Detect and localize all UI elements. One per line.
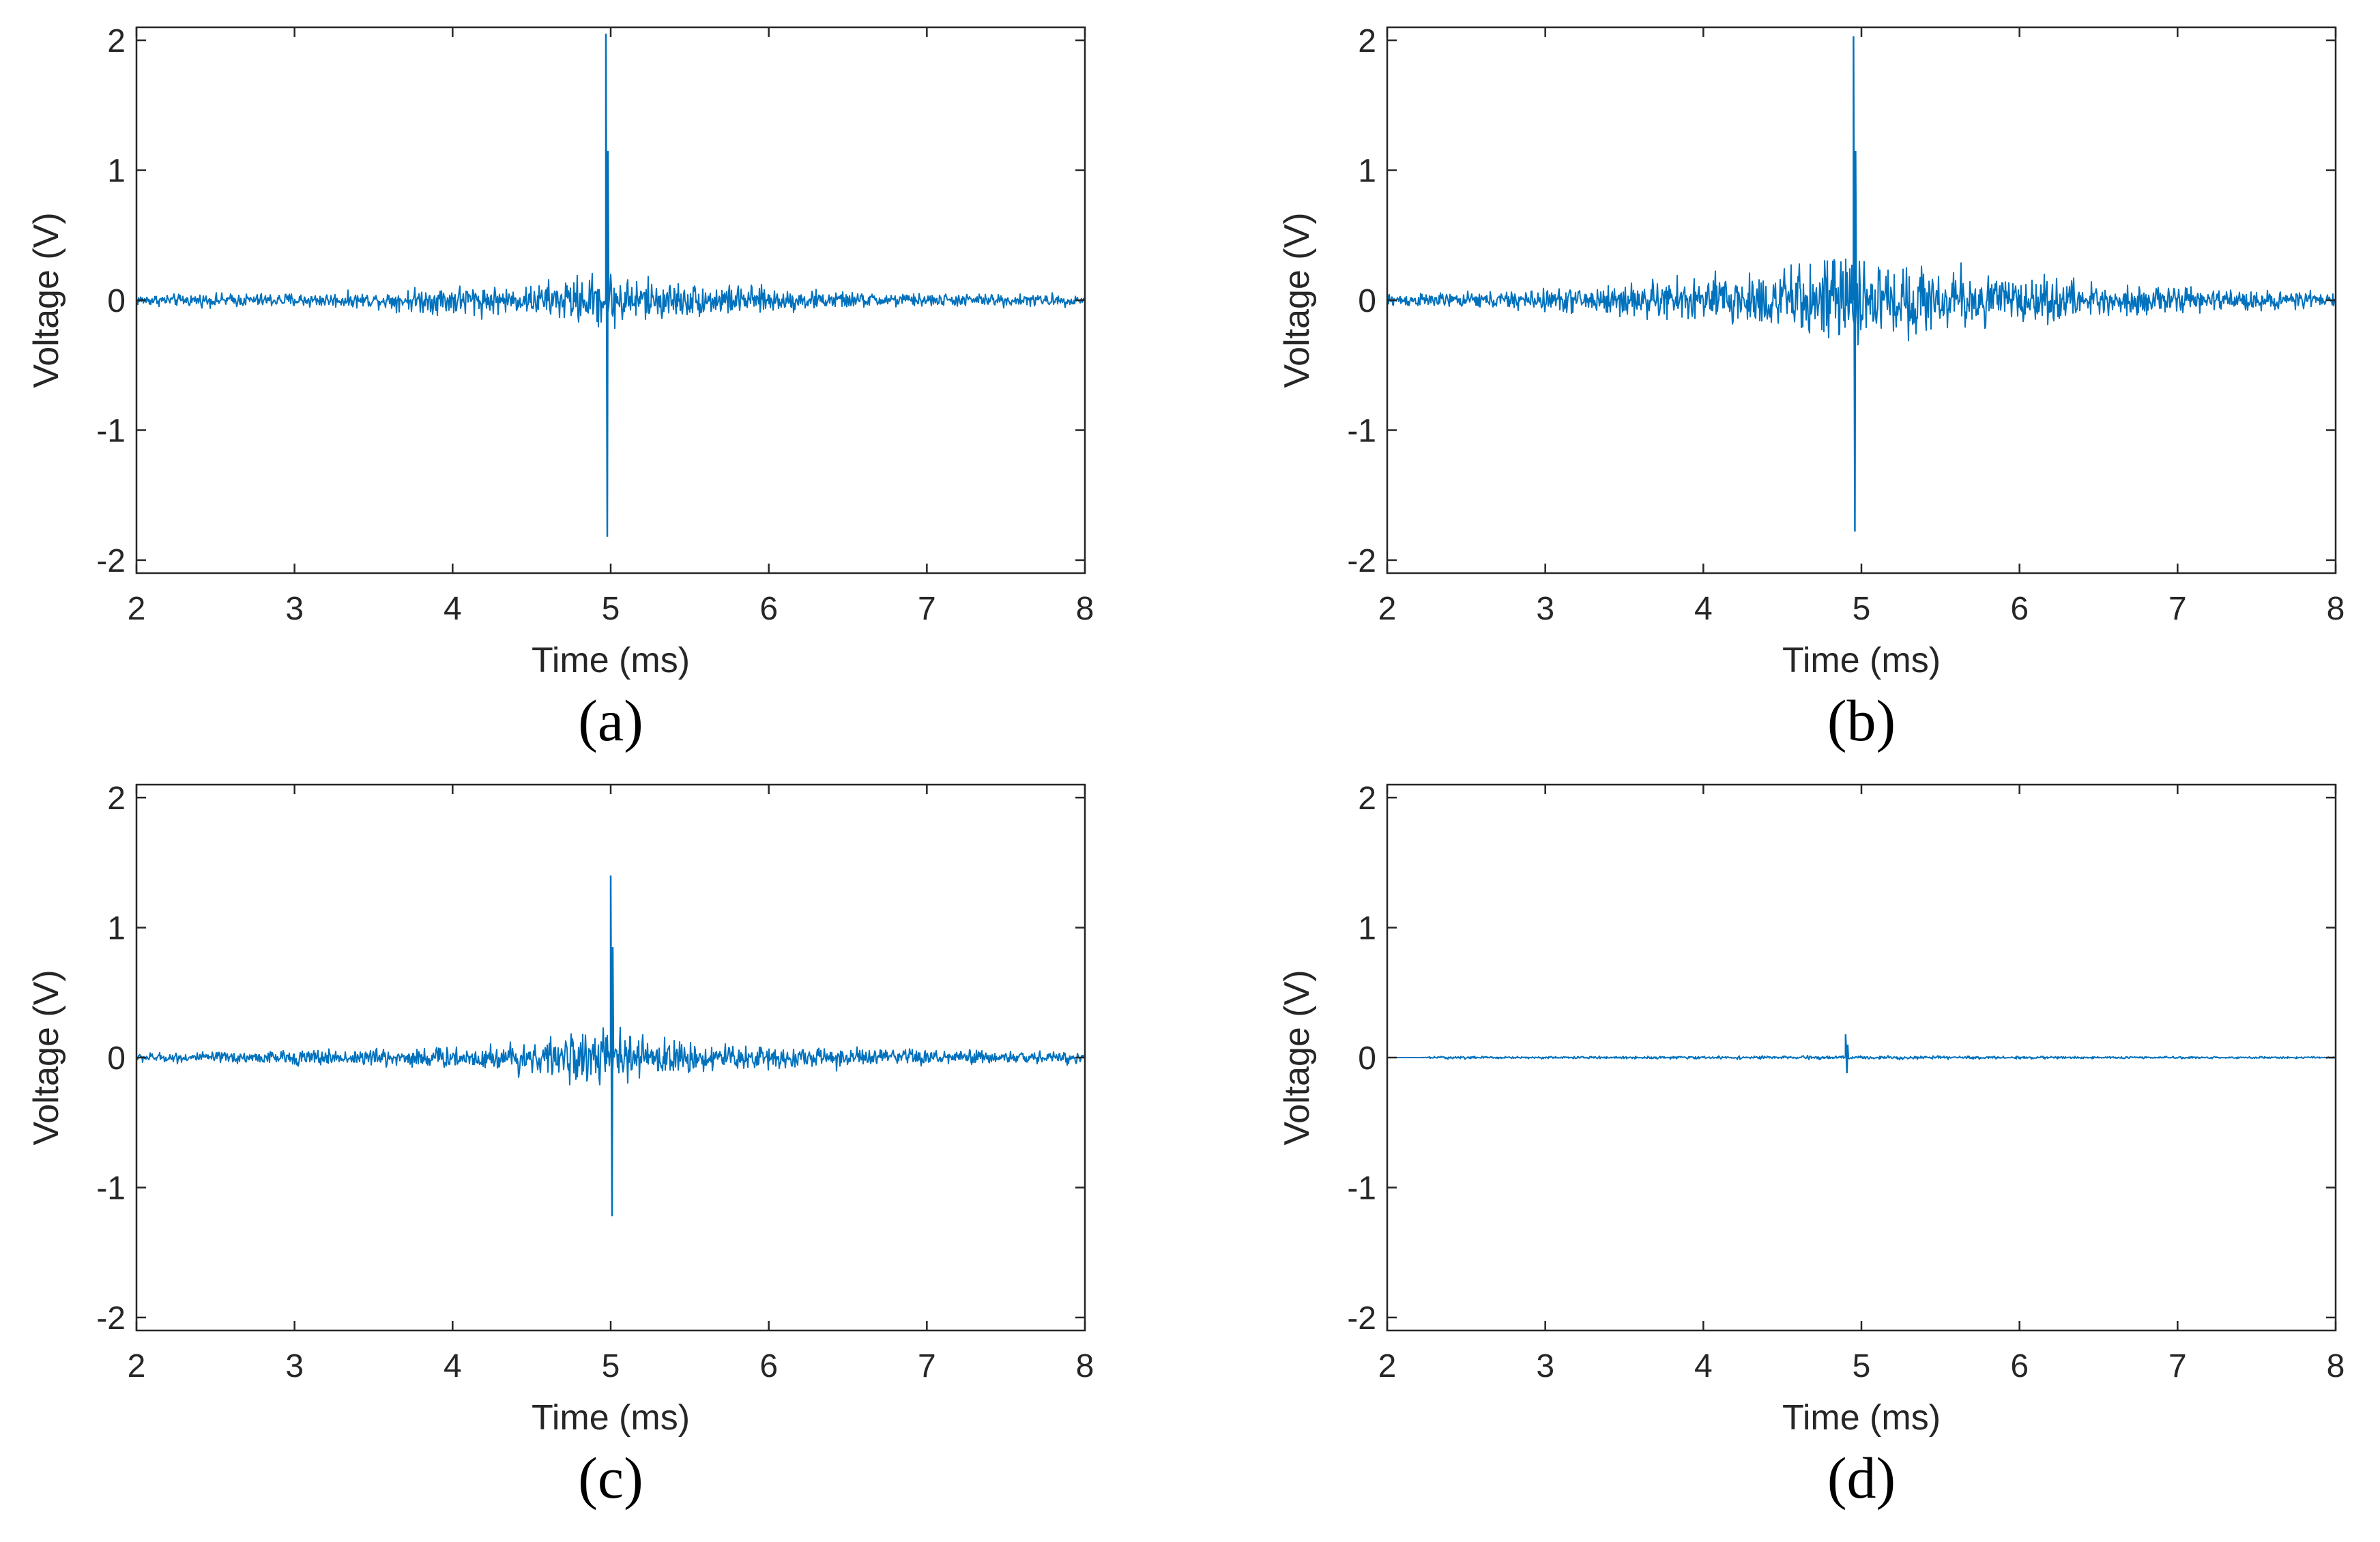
panel-caption: (d) [1827,1445,1896,1511]
signal-trace [1387,258,2336,346]
y-tick-label: 2 [107,781,126,817]
x-tick-label: 2 [128,591,146,627]
impulse-spike [1844,1034,1850,1073]
y-tick-label: -2 [1347,1300,1376,1337]
y-tick-label: -2 [96,543,126,579]
ticks-layer: 2 3 4 5 6 7 8 -2 -1 0 1 2 [1347,781,2345,1384]
signal-trace-layer [136,33,1085,537]
y-tick-label: 2 [1358,781,1376,817]
x-tick-label: 2 [1378,591,1397,627]
x-tick-label: 3 [1536,1348,1554,1384]
x-tick-label: 3 [285,1348,304,1384]
x-axis-label: Time (ms) [1782,641,1941,680]
x-tick-label: 2 [1378,1348,1397,1384]
x-tick-label: 6 [2010,1348,2029,1384]
signal-trace-layer [136,875,1086,1217]
ticks-layer: 2 3 4 5 6 7 8 -2 -1 0 1 2 [96,781,1094,1384]
x-tick-label: 8 [1076,591,1094,627]
x-tick-label: 8 [2327,1348,2345,1384]
y-tick-label: 2 [107,23,126,59]
x-tick-label: 4 [444,591,462,627]
x-axis-label: Time (ms) [532,1398,690,1438]
impulse-spike [609,875,615,1217]
x-tick-label: 5 [1853,1348,1871,1384]
x-axis-label: Time (ms) [532,641,690,680]
x-tick-label: 3 [1536,591,1554,627]
panel-b: 2 3 4 5 6 7 8 -2 -1 0 1 2 Time (ms) Voltage (V) (b) [1277,23,2345,753]
x-tick-label: 3 [285,591,304,627]
x-tick-label: 7 [2168,1348,2187,1384]
x-tick-label: 4 [1694,1348,1713,1384]
x-tick-label: 8 [2327,591,2345,627]
panel-a: 2 3 4 5 6 7 8 -2 -1 0 1 2 Time (ms) Voltage (V) (a) [27,23,1094,753]
x-tick-label: 5 [602,591,620,627]
signal-trace-layer [1387,1034,2336,1073]
y-tick-label: -1 [1347,1170,1376,1206]
x-tick-label: 4 [1694,591,1713,627]
x-tick-label: 2 [128,1348,146,1384]
panel-caption: (b) [1827,688,1896,753]
y-axis-label: Voltage (V) [1277,212,1317,388]
impulse-spike [605,33,610,537]
ticks-layer: 2 3 4 5 6 7 8 -2 -1 0 1 2 [1347,23,2345,627]
impulse-spike [1853,36,1857,532]
signal-trace [136,272,1085,330]
y-tick-label: -2 [96,1300,126,1337]
signal-trace-layer [1387,36,2336,532]
y-tick-label: 1 [107,911,126,947]
y-axis-label: Voltage (V) [1277,970,1317,1145]
y-axis-label: Voltage (V) [27,212,66,388]
panel-caption: (a) [578,688,643,753]
ticks-layer: 2 3 4 5 6 7 8 -2 -1 0 1 2 [96,23,1094,627]
x-tick-label: 4 [444,1348,462,1384]
x-tick-label: 6 [2010,591,2029,627]
x-axis-label: Time (ms) [1782,1398,1941,1438]
y-tick-label: -2 [1347,543,1376,579]
y-tick-label: -1 [1347,413,1376,449]
x-tick-label: 6 [759,1348,778,1384]
x-tick-label: 6 [759,591,778,627]
y-tick-label: 1 [107,154,126,190]
y-tick-label: 1 [1358,154,1376,190]
x-tick-label: 7 [918,591,936,627]
x-tick-label: 5 [1853,591,1871,627]
y-tick-label: 0 [1358,283,1376,319]
y-tick-label: 2 [1358,23,1376,59]
signal-trace [1387,1054,2336,1061]
y-tick-label: 0 [107,283,126,319]
axes-frame [135,26,1086,574]
y-axis-label: Voltage (V) [27,970,66,1145]
x-tick-label: 8 [1076,1348,1094,1384]
panel-caption: (c) [578,1445,643,1511]
panel-c: 2 3 4 5 6 7 8 -2 -1 0 1 2 Time (ms) Voltage (V) (c) [27,781,1094,1511]
y-tick-label: 0 [107,1041,126,1077]
y-tick-label: 1 [1358,911,1376,947]
x-tick-label: 7 [2168,591,2187,627]
x-tick-label: 7 [918,1348,936,1384]
y-tick-label: 0 [1358,1041,1376,1077]
y-tick-label: -1 [96,1170,126,1206]
y-tick-label: -1 [96,413,126,449]
x-tick-label: 5 [602,1348,620,1384]
panel-d: 2 3 4 5 6 7 8 -2 -1 0 1 2 Time (ms) Voltage (V) (d) [1277,781,2345,1511]
